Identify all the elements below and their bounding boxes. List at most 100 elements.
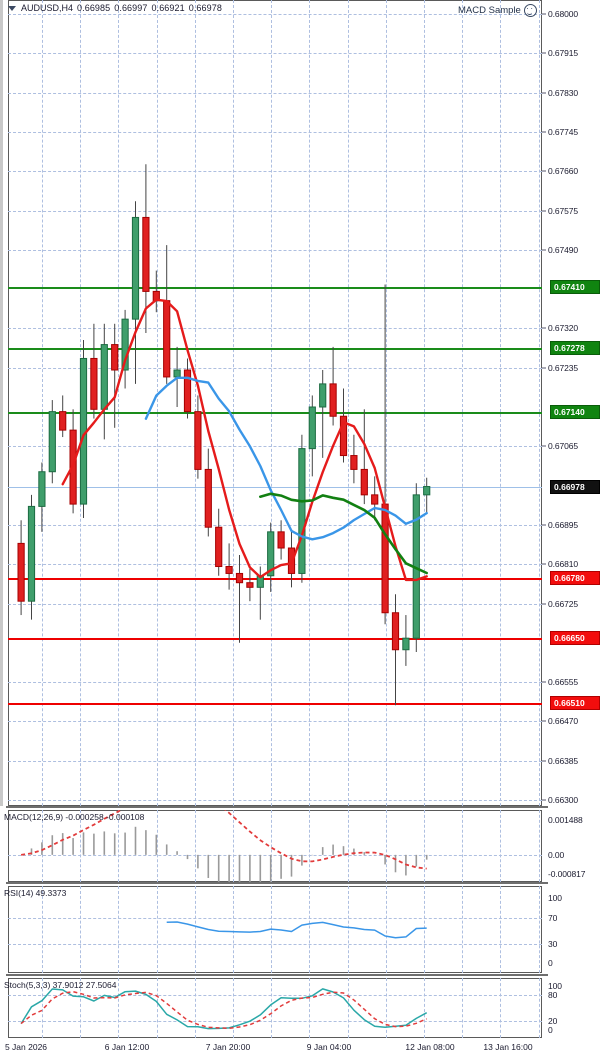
grid-line-horizontal [8,171,542,173]
grid-line-vertical [194,0,196,806]
indicator-axis-tick: -0.000817 [548,869,586,879]
grid-line-vertical [538,810,540,882]
candle-body [173,369,181,378]
indicator-axis-tick: 0 [548,1025,553,1035]
price-level-line-green[interactable] [8,411,542,414]
grid-line-vertical [347,978,349,1038]
time-axis-label: 7 Jan 20:00 [205,1042,251,1052]
time-axis: 5 Jan 2026 6 Jan 12:00 7 Jan 20:00 9 Jan 04… [0,1042,542,1056]
stochPlot-series [20,988,428,1030]
chevron-down-icon[interactable] [8,6,16,12]
price-axis-tick: 0.67575 [548,205,579,216]
candle-body [308,406,316,450]
grid-line-horizontal [8,131,542,133]
grid-line-vertical [118,0,120,806]
grid-line-horizontal [8,854,542,856]
price-chart-panel[interactable]: 0.68000 0.67915 0.67830 0.67745 0.67660 0.675… [0,0,600,806]
price-level-line-red[interactable] [8,578,542,581]
grid-line-horizontal [8,249,542,251]
left-scroll-edge[interactable] [0,0,3,806]
panel-separator[interactable] [6,806,548,808]
rsi-panel[interactable]: 100 70 30 0 RSI(14) 49.3373 [0,886,600,973]
grid-line-vertical [271,978,273,1038]
price-level-line-green[interactable] [8,286,542,289]
grid-line-horizontal [8,760,542,762]
price-axis-tickmark [542,327,546,329]
grid-line-vertical [424,978,425,1038]
macd-label: MACD(12,26,9) -0.000258 -0.000108 [4,812,145,822]
price-axis-tickmark [542,445,546,447]
grid-line-vertical [80,978,82,1038]
grid-line-vertical [538,886,540,973]
grid-line-vertical [424,886,425,973]
grid-line-vertical [500,810,502,882]
price-axis-tick: 0.67660 [548,166,579,177]
grid-line-vertical [462,0,464,806]
grid-line-vertical [385,978,387,1038]
price-axis-tickmark [542,249,546,251]
grid-line-vertical [271,0,273,806]
candle-body [329,383,337,417]
indicator-axis-tick: 100 [548,981,562,991]
grid-line-vertical [309,978,311,1038]
grid-line-vertical [233,978,234,1038]
grid-line-horizontal [8,917,542,919]
price-level-line-red[interactable] [8,702,542,705]
candle-body [17,542,25,602]
candle-body [360,468,368,496]
grid-line-vertical [500,886,502,973]
rsi-plot-area[interactable] [8,886,542,973]
price-level-line-red[interactable] [8,638,542,641]
candle-body [111,344,119,371]
candle-body [381,503,389,614]
price-axis[interactable]: 0.68000 0.67915 0.67830 0.67745 0.67660 0.675… [542,0,600,806]
macd-axis: 0.001488 0.00 -0.000817 [542,810,600,882]
grid-line-horizontal [8,721,542,723]
macd-panel[interactable]: 0.001488 0.00 -0.000817 MACD(12,26,9) -0.0… [0,810,600,882]
price-level-label: 0.67140 [550,404,600,419]
time-axis-label: 5 Jan 2026 [4,1042,48,1052]
price-level-line-green[interactable] [8,347,542,350]
grid-line-vertical [500,978,502,1038]
panel-separator[interactable] [6,974,548,976]
grid-line-vertical [347,0,349,806]
price-plot-area[interactable] [8,0,542,806]
ohlc-low: 0.66921 [151,3,185,13]
price-axis-tickmark [542,170,546,172]
rsi-line [166,921,427,939]
candle-body [277,531,285,549]
grid-line-vertical [118,886,120,973]
grid-line-horizontal [8,603,542,605]
grid-line-vertical [194,886,196,973]
grid-line-vertical [385,810,387,882]
grid-line-vertical [309,810,311,882]
grid-line-vertical [42,978,43,1038]
price-axis-tick: 0.67490 [548,244,579,255]
price-axis-tick: 0.67320 [548,323,579,334]
stoch-panel[interactable]: 100 80 20 0 Stoch(5,3,3) 37.9012 27.5064 [0,978,600,1038]
price-level-label: 0.66650 [550,631,600,646]
grid-line-horizontal [8,994,542,996]
chart-watermark: MACD Sample [458,4,537,17]
grid-line-vertical [42,886,43,973]
indicator-axis-tick: 100 [548,893,562,903]
panel-separator[interactable] [6,882,548,884]
watermark-label: MACD Sample [458,5,521,16]
grid-line-horizontal [8,328,542,330]
grid-line-vertical [385,0,387,806]
grid-line-vertical [194,978,196,1038]
grid-line-horizontal [8,446,542,448]
price-axis-tick: 0.67915 [548,48,579,59]
price-level-label: 0.67278 [550,340,600,355]
grid-line-horizontal [8,524,542,526]
grid-line-vertical [309,0,311,806]
macdPlot-series [20,810,428,882]
indicator-axis-tick: 20 [548,1016,558,1027]
macd-signal-line [20,810,427,870]
stoch-axis: 100 80 20 0 [542,978,600,1038]
grid-line-vertical [233,0,234,806]
indicator-axis-tick: 70 [548,912,558,923]
candle-body [319,383,327,408]
price-axis-tickmark [542,760,546,762]
